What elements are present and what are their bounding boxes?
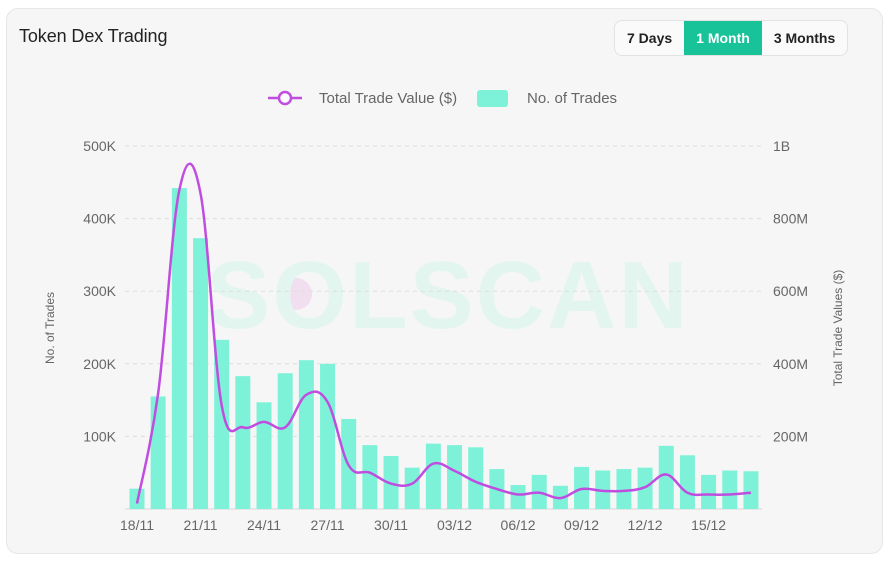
trades-bar[interactable] <box>722 470 738 509</box>
legend-circle-marker <box>277 90 293 106</box>
trades-bar[interactable] <box>362 445 378 509</box>
x-axis-tick-label: 24/11 <box>247 517 281 533</box>
trades-bar[interactable] <box>679 455 695 509</box>
legend: Total Trade Value ($) No. of Trades <box>268 90 617 107</box>
range-1-month-button[interactable]: 1 Month <box>684 21 762 55</box>
trades-bar[interactable] <box>235 376 251 509</box>
left-axis-tick-label: 100K <box>83 428 116 444</box>
watermark-text: SOLSCAN <box>206 242 689 349</box>
trades-bar[interactable] <box>743 471 759 509</box>
x-axis-tick-label: 18/11 <box>120 517 154 533</box>
trades-bar[interactable] <box>193 238 209 509</box>
trades-bar[interactable] <box>150 396 166 509</box>
watermark-dot <box>280 278 312 310</box>
trades-bar[interactable] <box>701 474 717 509</box>
trades-bar[interactable] <box>171 188 187 509</box>
left-axis-tick-label: 400K <box>83 211 116 227</box>
legend-item-trade-value[interactable]: Total Trade Value ($) <box>268 90 457 107</box>
x-axis-tick-label: 09/12 <box>564 517 599 533</box>
trades-bar[interactable] <box>468 447 484 509</box>
range-7-days-button[interactable]: 7 Days <box>627 30 673 46</box>
trades-bar[interactable] <box>256 402 272 509</box>
time-range-selector: 7 Days 1 Month 3 Months <box>614 20 849 56</box>
right-axis-title: Total Trade Values ($) <box>831 270 845 387</box>
legend-bar-marker <box>477 90 508 107</box>
legend-item-trades[interactable]: No. of Trades <box>477 90 617 107</box>
x-axis-tick-label: 30/11 <box>374 517 408 533</box>
x-axis-tick-label: 06/12 <box>501 517 536 533</box>
left-axis-title: No. of Trades <box>43 292 57 364</box>
right-axis-tick-label: 400M <box>773 356 808 372</box>
x-axis-tick-label: 03/12 <box>437 517 472 533</box>
trades-bar[interactable] <box>404 467 420 509</box>
trades-bar[interactable] <box>425 443 441 509</box>
trades-bar[interactable] <box>510 485 526 509</box>
trades-bar[interactable] <box>658 445 674 509</box>
x-axis-tick-label: 15/12 <box>691 517 726 533</box>
trades-bar[interactable] <box>447 445 463 509</box>
right-axis-tick-label: 600M <box>773 283 808 299</box>
card-title: Token Dex Trading <box>19 26 168 46</box>
x-axis-tick-label: 27/11 <box>311 517 345 533</box>
legend-label-trades: No. of Trades <box>527 90 617 107</box>
left-axis-tick-label: 300K <box>83 283 116 299</box>
trades-bar[interactable] <box>298 360 314 509</box>
left-axis-tick-label: 500K <box>83 138 116 154</box>
trade-value-line[interactable] <box>135 162 752 504</box>
trades-bar[interactable] <box>277 373 293 509</box>
x-axis-tick-label: 21/11 <box>184 517 218 533</box>
right-axis-tick-label: 200M <box>773 428 808 444</box>
trades-bar[interactable] <box>616 469 632 509</box>
x-axis-tick-label: 12/12 <box>628 517 663 533</box>
legend-label-trade-value: Total Trade Value ($) <box>319 90 457 107</box>
right-axis-tick-label: 1B <box>773 138 790 154</box>
trades-bar[interactable] <box>320 363 336 509</box>
watermark: SOLSCAN <box>206 242 689 349</box>
left-axis-tick-label: 200K <box>83 356 116 372</box>
range-3-months-button[interactable]: 3 Months <box>773 30 836 46</box>
right-axis-tick-label: 800M <box>773 211 808 227</box>
